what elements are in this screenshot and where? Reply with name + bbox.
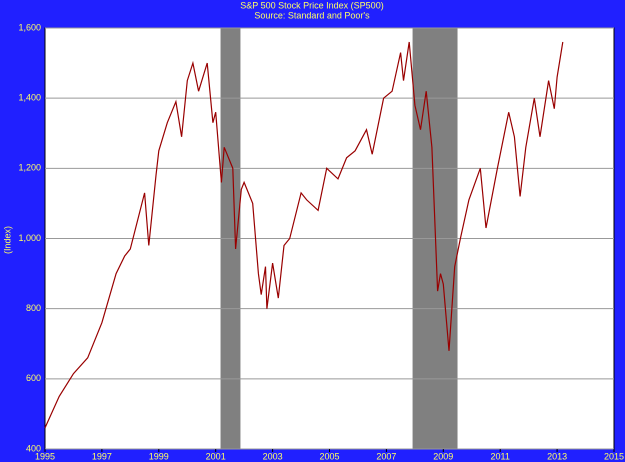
x-tick-label: 2009 [433,451,453,461]
y-tick-label: 600 [26,373,41,383]
x-tick-label: 2003 [263,451,283,461]
chart-title: S&P 500 Stock Price Index (SP500) [240,0,383,10]
x-tick-label: 1997 [92,451,112,461]
plot-layer [44,27,614,450]
y-tick-label: 800 [26,303,41,313]
x-tick-label: 2013 [547,451,567,461]
chart-subtitle: Source: Standard and Poor's [254,10,370,20]
x-tick-label: 1999 [149,451,169,461]
x-tick-label: 2011 [491,451,510,461]
y-tick-label: 400 [26,443,41,453]
x-tick-label: 2007 [376,451,396,461]
x-tick-label: 1995 [35,451,55,461]
y-tick-label: 1,000 [18,233,41,243]
x-tick-label: 2005 [319,451,339,461]
y-axis-label: (Index) [2,226,12,254]
x-tick-label: 2001 [206,451,226,461]
y-tick-label: 1,200 [18,163,41,173]
y-tick-label: 1,400 [18,93,41,103]
x-tick-label: 2015 [604,451,624,461]
y-tick-label: 1,600 [18,22,41,32]
series-line [44,41,564,429]
